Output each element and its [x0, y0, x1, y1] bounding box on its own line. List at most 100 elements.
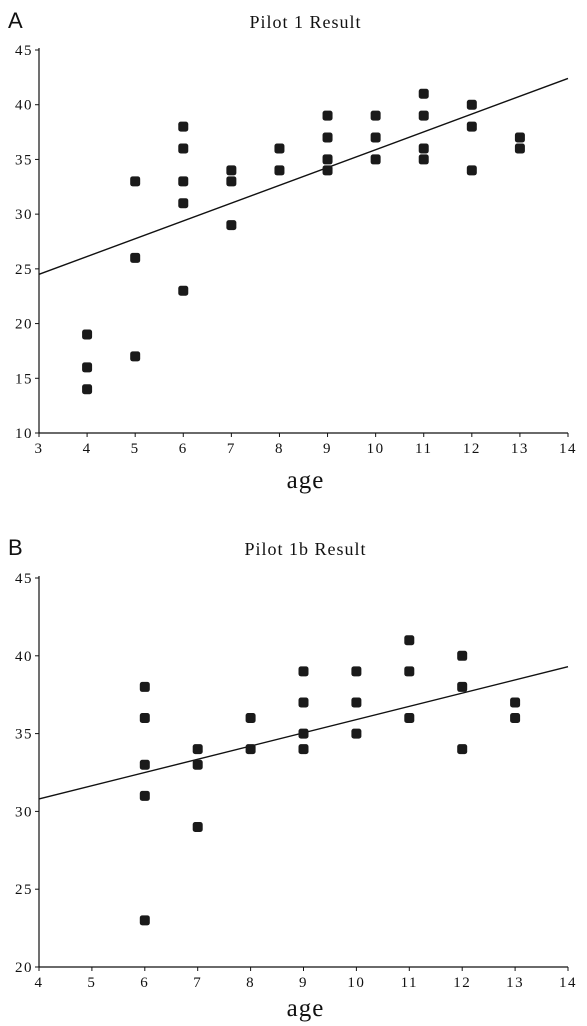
data-point [139, 681, 150, 692]
data-point [82, 362, 93, 373]
data-point [322, 110, 333, 121]
y-tick-label: 25 [15, 882, 33, 898]
data-point [192, 759, 203, 770]
y-tick-label: 25 [15, 262, 33, 278]
x-axis-title: age [287, 995, 325, 1022]
data-point [130, 176, 141, 187]
data-point [404, 635, 415, 646]
data-point [82, 384, 93, 395]
y-tick-label: 10 [15, 426, 33, 442]
x-tick-label: 6 [140, 975, 149, 991]
data-point [274, 165, 285, 176]
x-tick-label: 13 [506, 975, 524, 991]
data-point [82, 329, 93, 340]
data-point [245, 744, 256, 755]
x-tick-label: 14 [559, 441, 577, 457]
x-tick-label: 9 [323, 441, 332, 457]
x-tick-label: 8 [275, 441, 284, 457]
x-tick-label: 7 [193, 975, 202, 991]
x-tick-label: 7 [227, 441, 236, 457]
y-tick-label: 30 [15, 207, 33, 223]
y-tick-label: 45 [15, 571, 33, 587]
y-tick-label: 30 [15, 804, 33, 820]
panel-letter-b: B [8, 535, 23, 560]
x-tick-label: 4 [35, 975, 44, 991]
data-point [514, 143, 525, 154]
data-point [226, 220, 237, 231]
data-point [466, 165, 477, 176]
data-point [192, 744, 203, 755]
data-point [457, 744, 468, 755]
data-point [139, 915, 150, 926]
data-point [298, 666, 309, 677]
chart-title: Pilot 1 Result [249, 12, 361, 32]
data-point [404, 713, 415, 724]
data-point [510, 713, 521, 724]
panel-letter-a: A [8, 8, 23, 33]
data-point [130, 351, 141, 362]
x-axis-title: age [287, 467, 325, 494]
x-tick-label: 9 [299, 975, 308, 991]
x-tick-label: 11 [401, 975, 418, 991]
data-point [130, 252, 141, 263]
x-tick-label: 5 [131, 441, 140, 457]
x-tick-label: 12 [463, 441, 481, 457]
data-point [178, 176, 189, 187]
data-point [351, 728, 362, 739]
y-tick-label: 15 [15, 371, 33, 387]
chart-title: Pilot 1b Result [244, 539, 366, 559]
data-point [226, 165, 237, 176]
data-point [322, 165, 333, 176]
x-tick-label: 6 [179, 441, 188, 457]
data-point [322, 154, 333, 165]
data-point [370, 110, 381, 121]
data-point [274, 143, 285, 154]
data-point [298, 744, 309, 755]
y-tick-label: 20 [15, 317, 33, 333]
data-point [139, 759, 150, 770]
x-tick-label: 14 [559, 975, 577, 991]
data-point [418, 143, 429, 154]
data-point [178, 198, 189, 209]
data-point [466, 121, 477, 132]
x-tick-label: 3 [35, 441, 44, 457]
x-tick-label: 10 [347, 975, 365, 991]
data-point [510, 697, 521, 708]
data-point [466, 99, 477, 110]
data-point [418, 88, 429, 99]
data-point [178, 143, 189, 154]
data-point [351, 666, 362, 677]
trend-line [38, 77, 569, 275]
x-tick-label: 11 [415, 441, 432, 457]
data-point [178, 285, 189, 296]
data-point [351, 697, 362, 708]
x-tick-label: 8 [246, 975, 255, 991]
data-point [139, 790, 150, 801]
data-point [178, 121, 189, 132]
data-point [418, 154, 429, 165]
x-tick-label: 13 [511, 441, 529, 457]
y-tick-label: 40 [15, 98, 33, 114]
y-tick-label: 35 [15, 152, 33, 168]
x-tick-label: 4 [83, 441, 92, 457]
data-point [192, 821, 203, 832]
x-tick-label: 5 [87, 975, 96, 991]
y-tick-label: 45 [15, 43, 33, 59]
y-tick-label: 40 [15, 649, 33, 665]
data-point [298, 728, 309, 739]
x-tick-label: 12 [453, 975, 471, 991]
data-point [418, 110, 429, 121]
data-point [370, 154, 381, 165]
data-point [226, 176, 237, 187]
y-tick-label: 35 [15, 727, 33, 743]
data-point [457, 650, 468, 661]
data-point [139, 713, 150, 724]
y-tick-label: 20 [15, 960, 33, 976]
data-point [370, 132, 381, 143]
data-point [404, 666, 415, 677]
data-point [322, 132, 333, 143]
data-point [514, 132, 525, 143]
data-point [245, 713, 256, 724]
